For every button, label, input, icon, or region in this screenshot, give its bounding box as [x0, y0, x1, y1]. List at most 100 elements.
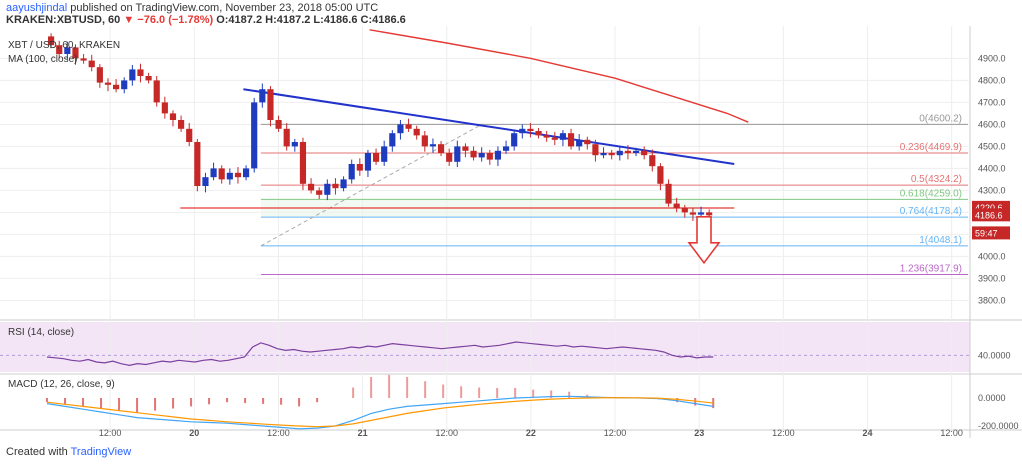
author-link[interactable]: aayushjindal — [6, 2, 68, 14]
ma-line — [369, 29, 749, 123]
down-arrow-shape — [687, 216, 721, 265]
created-with-text: Created with — [6, 446, 68, 458]
candle-body — [234, 172, 242, 178]
candle-body — [121, 80, 128, 90]
candle-body — [543, 135, 550, 138]
x-tick-label: 12:00 — [99, 428, 122, 438]
publish-line: aayushjindal published on TradingView.co… — [6, 2, 378, 14]
macd-tick-label: -200.0000 — [978, 421, 1019, 431]
ohlc-text: O:4187.2 H:4187.2 L:4186.6 C:4186.6 — [216, 14, 406, 26]
time-axis[interactable]: 12:00 20 12:00 21 12:00 22 12:00 23 12:00 24 12:00… — [99, 428, 1022, 438]
candle-body — [649, 155, 656, 167]
x-tick-label: 24 — [862, 428, 872, 438]
y-tick-label: 4800.0 — [978, 75, 1006, 85]
fib-level-label: 0.236(4469.9) — [900, 142, 962, 153]
main-legend-title: XBT / USD, 60, KRAKEN — [8, 40, 120, 51]
candle-body — [446, 153, 453, 162]
candle-body — [665, 183, 672, 204]
candle-body — [372, 153, 380, 162]
candle-body — [592, 144, 599, 156]
candle-body — [226, 172, 233, 180]
candle-body — [600, 153, 607, 156]
candle-body — [657, 166, 664, 184]
x-tick-label: 21 — [358, 428, 368, 438]
candle-body — [389, 133, 396, 147]
candle-body — [275, 120, 282, 129]
candle-body — [251, 102, 258, 169]
rsi-legend: RSI (14, close) — [8, 327, 74, 338]
fib-retracement: 0(4600.2) 0.236(4469.9) 0.5(4324.2) 0.618(4… — [260, 113, 968, 275]
candle-body — [567, 133, 575, 147]
candle-body — [494, 150, 502, 160]
candle-body — [316, 190, 323, 195]
candle-body — [218, 168, 225, 180]
candle-body — [616, 150, 623, 156]
candle-body — [437, 144, 445, 153]
candle-body — [202, 177, 209, 186]
candle-body — [96, 67, 103, 83]
candle-body — [527, 128, 534, 131]
candle-body — [178, 120, 185, 129]
moving-average — [369, 29, 749, 123]
y-tick-label: 4400.0 — [978, 163, 1006, 173]
candle-body — [153, 80, 160, 103]
rsi-tick-label: 40.0000 — [978, 350, 1011, 360]
tradingview-brand[interactable]: TradingView — [70, 446, 132, 458]
macd-legend: MACD (12, 26, close, 9) — [8, 379, 115, 390]
candle-body — [584, 139, 591, 145]
x-tick-label: 12:00 — [940, 428, 963, 438]
candle-body — [299, 142, 307, 184]
candle-body — [397, 124, 404, 134]
candle-body — [486, 153, 493, 160]
down-arrow-icon — [687, 216, 721, 265]
candle-body — [551, 137, 558, 140]
candle-body — [56, 45, 63, 54]
x-tick-label: 20 — [189, 428, 199, 438]
fib-level-label: 0.764(4178.4) — [900, 206, 962, 217]
candle-body — [608, 153, 615, 156]
x-tick-label: 12:00 — [604, 428, 627, 438]
price-tag — [972, 226, 1010, 240]
published-text: published on TradingView.com, November 2… — [70, 2, 379, 14]
candle-body — [502, 146, 510, 151]
price-tag-label: 4186.6 — [975, 210, 1003, 220]
rsi-line — [46, 341, 714, 366]
rsi-panel: 40.0000 — [0, 341, 1011, 366]
price-chart[interactable]: 0(4600.2) 0.236(4469.9) 0.5(4324.2) 0.618(4… — [0, 26, 1022, 438]
y-tick-label: 4700.0 — [978, 97, 1006, 107]
candle-body — [421, 135, 428, 147]
candle-body — [104, 82, 112, 85]
candle-body — [145, 76, 152, 81]
candle-body — [324, 183, 331, 195]
candle-body — [706, 212, 713, 216]
candle-body — [364, 153, 372, 171]
x-tick-label: 12:00 — [772, 428, 795, 438]
candle-body — [413, 128, 420, 136]
x-tick-label: 23 — [694, 428, 704, 438]
fib-level-label: 0.618(4259.0) — [900, 188, 962, 199]
fib-level-label: 0(4600.2) — [919, 113, 962, 124]
candle-body — [307, 183, 315, 191]
candle-body — [381, 146, 388, 162]
candle-body — [697, 212, 705, 215]
candle-body — [429, 144, 437, 147]
price-axis[interactable]: 3800.03900.04000.04100.04200.04300.04400… — [972, 53, 1010, 305]
candle-body — [72, 47, 79, 59]
candle-body — [161, 102, 168, 114]
candle-body — [80, 58, 87, 61]
y-tick-label: 3800.0 — [978, 295, 1006, 305]
candle-body — [186, 128, 193, 142]
candle-body — [454, 146, 461, 162]
price-change: ▼ −76.0 (−1.78%) — [123, 14, 214, 26]
candle-body — [641, 150, 648, 156]
candle-body — [267, 89, 274, 120]
candle-body — [681, 208, 688, 213]
candle-body — [88, 60, 95, 68]
candle-body — [48, 36, 55, 46]
candle-body — [348, 164, 355, 180]
x-tick-label: 12:00 — [267, 428, 290, 438]
candle-body — [137, 69, 144, 76]
ma-legend: MA (100, close) — [8, 54, 77, 65]
candle-body — [405, 124, 412, 129]
candle-body — [291, 142, 298, 147]
